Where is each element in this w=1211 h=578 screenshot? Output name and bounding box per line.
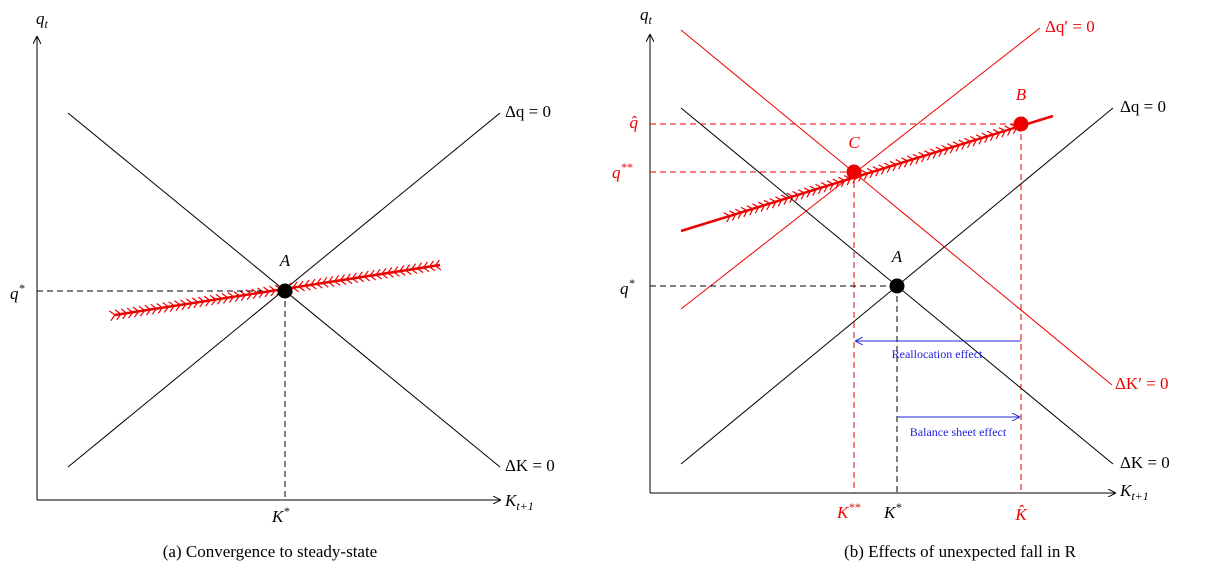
k-star-label: K* <box>271 504 289 526</box>
hatch-mark <box>108 310 116 316</box>
delta-k-prime-line <box>680 29 1113 386</box>
label: ** <box>621 160 633 174</box>
label: * <box>283 504 289 518</box>
line-label: Δq = 0 <box>505 102 551 121</box>
point <box>1013 116 1029 132</box>
label: K <box>1119 481 1133 500</box>
line-label: ΔK′ = 0 <box>1115 374 1169 393</box>
k-star-label: K* <box>883 500 901 522</box>
hatch-mark <box>110 314 116 322</box>
line-label: ΔK = 0 <box>505 456 555 475</box>
q-star-label: q* <box>620 276 635 298</box>
label: ** <box>848 500 860 514</box>
annotation: Balance sheet effect <box>910 425 1007 439</box>
q-hat-label: q̂ <box>630 113 639 132</box>
label: t <box>649 13 653 27</box>
caption: (b) Effects of unexpected fall in R <box>844 542 1077 561</box>
label: * <box>629 276 635 290</box>
k-double-star-label: K** <box>836 500 860 522</box>
q-star-label: q* <box>10 281 25 303</box>
panel-b <box>650 27 1115 493</box>
label: q <box>612 163 621 182</box>
q-double-star-label: q** <box>612 160 633 182</box>
saddle-path <box>114 263 441 317</box>
hatching <box>108 123 1018 322</box>
saddle-path <box>680 114 1054 233</box>
line-label: ΔK = 0 <box>1120 453 1170 472</box>
label: K <box>504 491 518 510</box>
panel-a <box>37 37 500 500</box>
label: K <box>271 507 285 526</box>
x-axis-label: Kt+1 <box>1119 481 1149 503</box>
point-label: A <box>891 247 903 266</box>
label: K <box>883 503 897 522</box>
caption: (a) Convergence to steady-state <box>163 542 377 561</box>
point <box>846 164 862 180</box>
point <box>889 278 905 294</box>
y-axis-label: qt <box>640 5 653 27</box>
y-axis-label: qt <box>36 9 49 31</box>
k-hat-label: K̂ <box>1014 505 1028 524</box>
label: * <box>19 281 25 295</box>
point-label: A <box>279 251 291 270</box>
label: q <box>640 5 649 24</box>
x-axis-label: Kt+1 <box>504 491 534 513</box>
point <box>277 283 293 299</box>
label: t <box>45 17 49 31</box>
label: * <box>895 500 901 514</box>
point-label: C <box>848 133 860 152</box>
label: t+1 <box>516 499 533 513</box>
label: q <box>36 9 45 28</box>
label: q <box>620 279 629 298</box>
label: q <box>10 284 19 303</box>
line-label: Δq = 0 <box>1120 97 1166 116</box>
line-label: Δq′ = 0 <box>1045 17 1095 36</box>
point-label: B <box>1016 85 1027 104</box>
label: t+1 <box>1131 489 1148 503</box>
label: K <box>836 503 850 522</box>
annotation: Reallocation effect <box>892 347 983 361</box>
